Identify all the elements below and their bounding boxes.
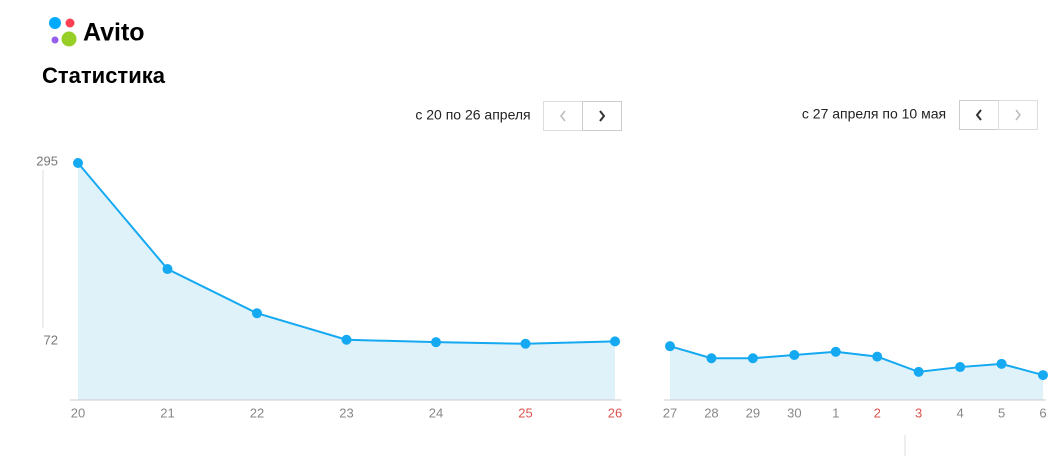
x-tick-label: 4: [956, 405, 963, 420]
point: [955, 362, 966, 373]
arrow-icon: [975, 109, 982, 121]
point: [1038, 370, 1048, 381]
x-tick-label: 5: [998, 405, 1005, 420]
x-tick-label: 3: [915, 405, 922, 420]
point: [520, 338, 531, 349]
line: [669, 345, 1044, 377]
x-tick-label: 27: [663, 405, 677, 420]
x-tick-label: 1: [832, 405, 839, 420]
x-tick-label: 25: [518, 405, 532, 420]
next-button[interactable]: [998, 100, 1038, 130]
arrow-icon: [560, 110, 566, 122]
logo-text: Avito: [83, 19, 145, 47]
logo-dot: [49, 17, 61, 29]
logo: Avito: [49, 17, 145, 47]
arrow-icon: [599, 110, 606, 122]
x-tick-label: 30: [787, 405, 801, 420]
range-label: с 27 апреля по 10 мая: [802, 106, 946, 122]
x-tick-label: 24: [429, 405, 443, 420]
prev-button[interactable]: [959, 100, 999, 130]
logo-dot: [65, 18, 75, 28]
range-label: с 20 по 26 апреля: [415, 107, 530, 123]
point: [341, 334, 352, 345]
next-button[interactable]: [582, 101, 622, 131]
logo-dot: [61, 31, 77, 47]
point: [252, 308, 262, 319]
point: [610, 336, 620, 347]
point: [162, 264, 173, 275]
x-tick-label: 2: [874, 405, 881, 420]
point: [913, 366, 924, 377]
point: [73, 158, 83, 168]
y-tick-label: 72: [44, 333, 58, 348]
x-tick-label: 26: [608, 405, 622, 420]
x-tick-label: 28: [704, 405, 718, 420]
area: [78, 163, 615, 400]
point: [706, 353, 717, 364]
y-tick-label: 295: [36, 153, 58, 168]
x-tick-label: 20: [71, 405, 85, 420]
nav-buttons: [543, 100, 1038, 131]
arrow-icon: [1015, 109, 1021, 121]
point: [431, 337, 441, 348]
point: [830, 346, 841, 357]
x-tick-label: 22: [250, 405, 264, 420]
point: [665, 341, 675, 352]
x-tick-label: 23: [339, 405, 353, 420]
x-tick-label: 29: [746, 405, 760, 420]
x-tick-label: 6: [1039, 405, 1046, 420]
point: [996, 358, 1007, 369]
logo-dot: [51, 36, 59, 44]
prev-button[interactable]: [543, 101, 583, 131]
point: [872, 351, 883, 362]
point: [747, 353, 758, 364]
area: [670, 346, 1043, 400]
page-title: Статистика: [42, 63, 166, 88]
x-tick-label: 21: [160, 405, 174, 420]
point: [789, 350, 800, 361]
